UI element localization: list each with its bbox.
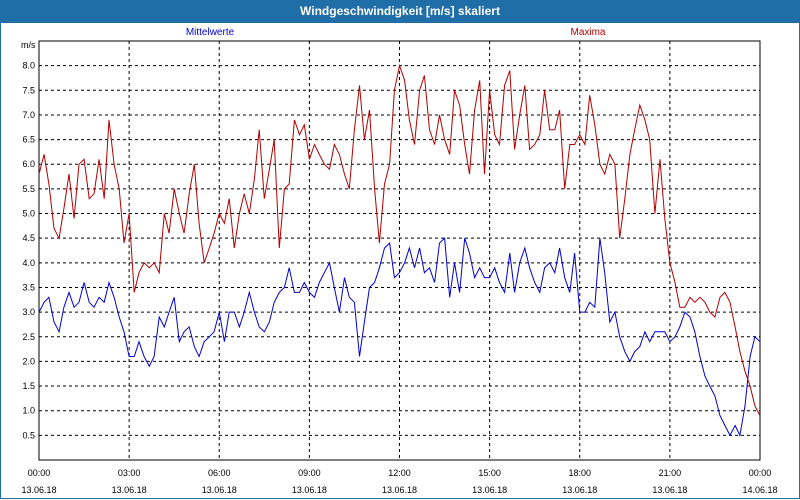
x-tick-time: 03:00 xyxy=(118,468,141,478)
y-tick-label: 2.5 xyxy=(22,332,35,342)
x-tick-time: 18:00 xyxy=(568,468,591,478)
y-tick-label: 2.0 xyxy=(22,356,35,366)
x-tick-date: 13.06.18 xyxy=(652,485,687,495)
x-tick-time: 00:00 xyxy=(28,468,51,478)
y-tick-label: 5.5 xyxy=(22,184,35,194)
x-axis-ticks: 00:00 13.06.18 03:00 13.06.18 06:00 13.06.18 0… xyxy=(21,468,777,495)
x-tick-date: 13.06.18 xyxy=(562,485,597,495)
y-tick-label: 4.0 xyxy=(22,258,35,268)
x-tick-time: 09:00 xyxy=(298,468,321,478)
y-tick-label: 1.0 xyxy=(22,406,35,416)
x-tick-date: 13.06.18 xyxy=(292,485,327,495)
y-tick-label: 4.5 xyxy=(22,233,35,243)
series-line-maxima xyxy=(38,63,761,416)
y-tick-label: 5.0 xyxy=(22,209,35,219)
series-line-mittelwerte xyxy=(38,237,761,438)
y-tick-label: 0.5 xyxy=(22,430,35,440)
y-tick-label: 1.5 xyxy=(22,381,35,391)
y-tick-label: 7.5 xyxy=(22,85,35,95)
y-tick-label: 8.0 xyxy=(22,61,35,71)
y-tick-label: 7.0 xyxy=(22,110,35,120)
x-tick-date: 13.06.18 xyxy=(382,485,417,495)
window-title: Windgeschwindigkeit [m/s] skaliert xyxy=(0,0,800,23)
grid-lines xyxy=(39,41,760,460)
x-tick-date: 14.06.18 xyxy=(742,485,777,495)
legend-mittelwerte: Mittelwerte xyxy=(186,27,235,38)
x-tick-time: 12:00 xyxy=(388,468,411,478)
x-tick-date: 13.06.18 xyxy=(21,485,56,495)
y-tick-label: 3.5 xyxy=(22,282,35,292)
legend-maxima: Maxima xyxy=(570,27,605,38)
x-tick-time: 21:00 xyxy=(659,468,682,478)
plot-area-frame xyxy=(38,40,761,461)
y-tick-label: 3.0 xyxy=(22,307,35,317)
x-tick-date: 13.06.18 xyxy=(472,485,507,495)
x-tick-time: 06:00 xyxy=(208,468,231,478)
x-tick-time: 15:00 xyxy=(478,468,501,478)
x-tick-date: 13.06.18 xyxy=(112,485,147,495)
series-lines xyxy=(38,63,761,438)
y-tick-label: 6.5 xyxy=(22,135,35,145)
y-axis-ticks: 0.5 1.0 1.5 2.0 2.5 3.0 3.5 4.0 4.5 5.0 5.5 6.0 6.5 7… xyxy=(22,61,35,441)
y-tick-label: 6.0 xyxy=(22,159,35,169)
x-tick-time: 00:00 xyxy=(749,468,772,478)
x-tick-date: 13.06.18 xyxy=(202,485,237,495)
y-axis-unit-label: m/s xyxy=(21,40,36,50)
